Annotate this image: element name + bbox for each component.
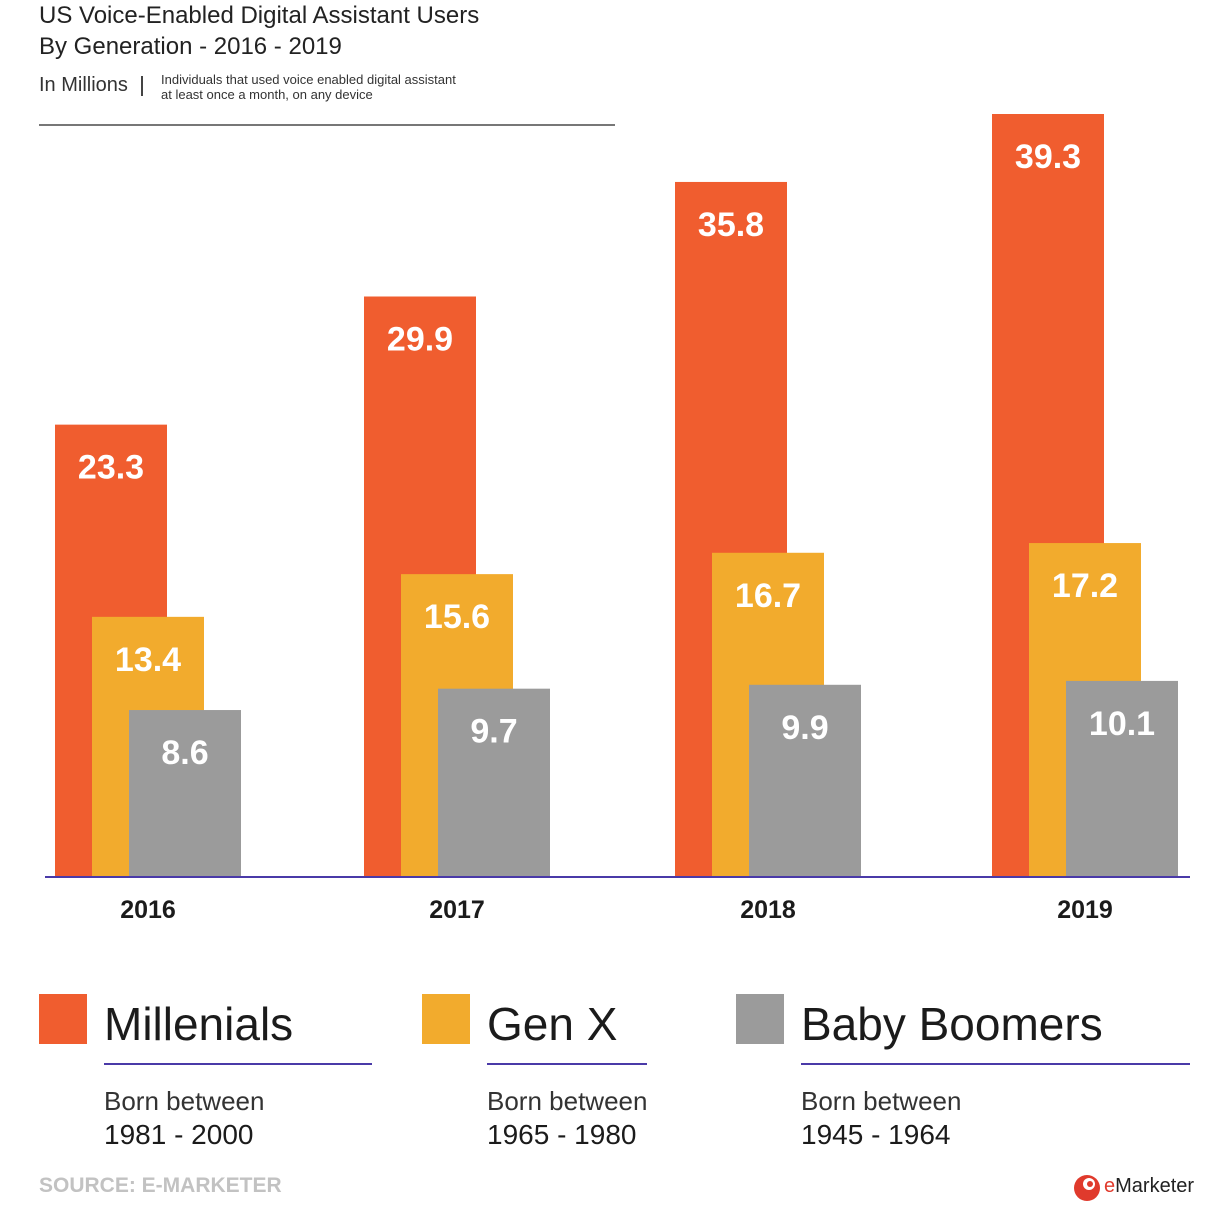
bar-baby-boomers-2019 [1066,680,1178,877]
data-label-millenials-2016: 23.3 [78,449,144,487]
chart-title-line-1: US Voice-Enabled Digital Assistant Users [39,2,480,29]
legend-born-label-gen-x: Born between [487,1086,648,1116]
legend-range-baby-boomers: 1945 - 1964 [801,1119,951,1150]
data-label-baby-boomers-2019: 10.1 [1089,705,1155,743]
data-label-millenials-2017: 29.9 [387,320,453,358]
legend-swatch-baby-boomers [736,994,784,1044]
units-note: Individuals that used voice enabled digi… [161,72,456,102]
legend-range-gen-x: 1965 - 1980 [487,1119,637,1150]
legend-range-millenials: 1981 - 2000 [104,1119,254,1150]
legend-born-label-baby-boomers: Born between [801,1086,962,1116]
legend-rule-gen-x [487,1063,647,1065]
legend-rule-millenials [104,1063,372,1065]
data-label-gen-x-2019: 17.2 [1052,567,1118,605]
units-label: In Millions [39,74,128,96]
emarketer-logo-icon [1074,1175,1100,1201]
units-separator [141,76,143,96]
data-label-gen-x-2018: 16.7 [735,577,801,615]
units-note-line-2: at least once a month, on any device [161,87,373,102]
data-label-gen-x-2017: 15.6 [424,598,490,636]
legend-swatch-gen-x [422,994,470,1044]
chart-title-line-2: By Generation - 2016 - 2019 [39,33,342,60]
legend-rule-baby-boomers [801,1063,1190,1065]
data-label-gen-x-2016: 13.4 [115,641,181,679]
legend-swatch-millenials [39,994,87,1044]
source-note: SOURCE: E-MARKETER [39,1174,282,1197]
x-tick-label-2016: 2016 [120,896,176,924]
data-label-baby-boomers-2018: 9.9 [781,709,828,747]
x-tick-label-2017: 2017 [429,896,485,924]
bar-chart: 23.3 13.4 8.6 2016 29.9 15.6 9.7 2017 35.8 16.7 9.… [45,114,1190,924]
bar-baby-boomers-2017 [438,688,550,877]
legend-name-gen-x: Gen X [487,998,618,1050]
bar-baby-boomers-2016 [129,710,241,877]
legend-name-millenials: Millenials [104,998,294,1050]
logo-text-rest: Marketer [1115,1175,1195,1197]
data-label-millenials-2018: 35.8 [698,206,764,244]
x-tick-label-2019: 2019 [1057,896,1113,924]
emarketer-logo-text: eMarketer [1104,1175,1194,1198]
data-label-baby-boomers-2017: 9.7 [470,713,517,751]
title-divider [39,124,615,126]
data-label-millenials-2019: 39.3 [1015,138,1081,176]
legend-born-label-millenials: Born between [104,1086,265,1116]
x-tick-label-2018: 2018 [740,896,796,924]
chart-title: US Voice-Enabled Digital Assistant Users… [39,0,479,62]
legend-name-baby-boomers: Baby Boomers [801,998,1103,1050]
logo-text-e: e [1104,1175,1116,1197]
data-label-baby-boomers-2016: 8.6 [161,734,208,772]
bar-baby-boomers-2018 [749,684,861,877]
units-note-line-1: Individuals that used voice enabled digi… [161,72,456,87]
